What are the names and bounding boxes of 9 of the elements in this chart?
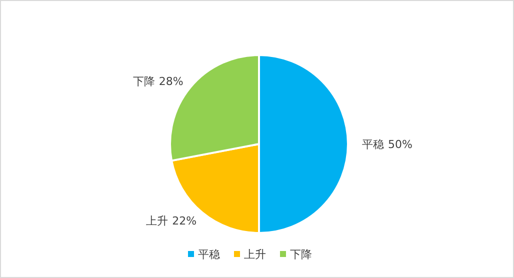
slice-label: 上升	[146, 214, 168, 228]
legend-label: 上升	[244, 248, 266, 261]
slice-label: 下降	[132, 74, 155, 88]
slice-label: 平稳	[362, 138, 384, 151]
legend-label: 平稳	[198, 248, 220, 261]
legend-label: 下降	[290, 248, 312, 261]
data-label: 28%	[158, 74, 184, 88]
data-label: 22%	[172, 214, 197, 228]
data-label: 50%	[388, 138, 412, 151]
